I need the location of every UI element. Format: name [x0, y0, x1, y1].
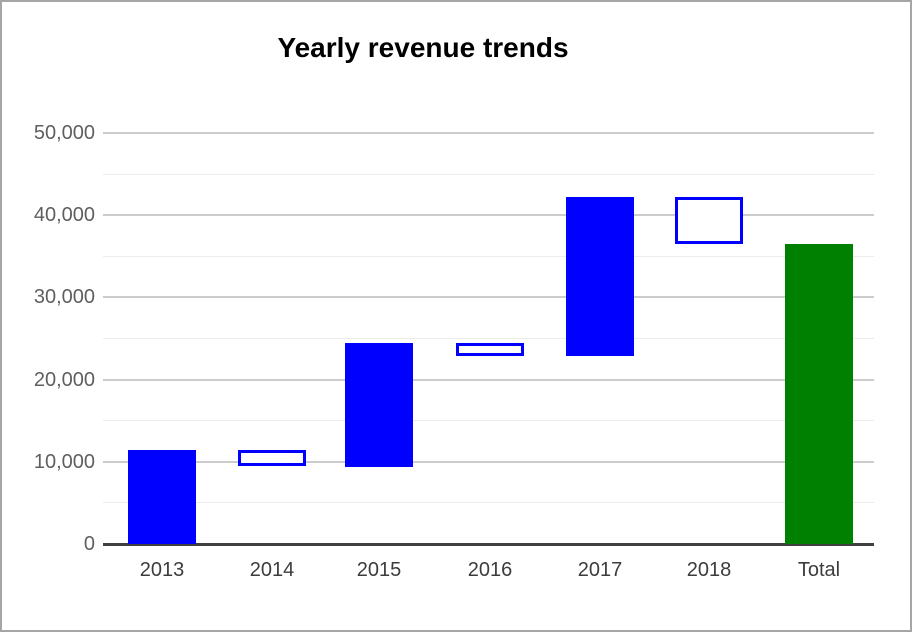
x-axis-label-total: Total — [797, 559, 841, 581]
bar-2014[interactable] — [238, 450, 306, 466]
y-axis-label: 40,000 — [33, 204, 95, 226]
gridline-major — [103, 132, 874, 134]
gridline-minor — [103, 338, 874, 339]
gridline-major — [103, 461, 874, 463]
y-axis-label: 0 — [83, 533, 95, 555]
gridline-minor — [103, 174, 874, 175]
gridline-minor — [103, 502, 874, 503]
y-axis-label: 20,000 — [33, 369, 95, 391]
gridline-major — [103, 214, 874, 216]
x-axis-label-2016: 2016 — [467, 559, 513, 581]
x-axis-label-2018: 2018 — [686, 559, 732, 581]
y-axis-label: 50,000 — [33, 122, 95, 144]
x-axis-baseline — [103, 543, 874, 546]
gridline-minor — [103, 256, 874, 257]
bar-2018[interactable] — [675, 197, 743, 244]
bar-2016[interactable] — [456, 343, 524, 356]
x-axis-label-2017: 2017 — [577, 559, 623, 581]
y-axis-label: 30,000 — [33, 286, 95, 308]
gridline-major — [103, 296, 874, 298]
bar-2015[interactable] — [345, 343, 413, 467]
bar-2017[interactable] — [566, 197, 634, 356]
chart-title: Yearly revenue trends — [277, 32, 569, 63]
x-axis-label-2013: 2013 — [139, 559, 185, 581]
bar-total[interactable] — [785, 244, 853, 544]
gridline-minor — [103, 420, 874, 421]
y-axis-label: 10,000 — [33, 451, 95, 473]
x-axis-label-2014: 2014 — [249, 559, 295, 581]
gridline-major — [103, 379, 874, 381]
bar-2013[interactable] — [128, 450, 196, 544]
x-axis-label-2015: 2015 — [356, 559, 402, 581]
